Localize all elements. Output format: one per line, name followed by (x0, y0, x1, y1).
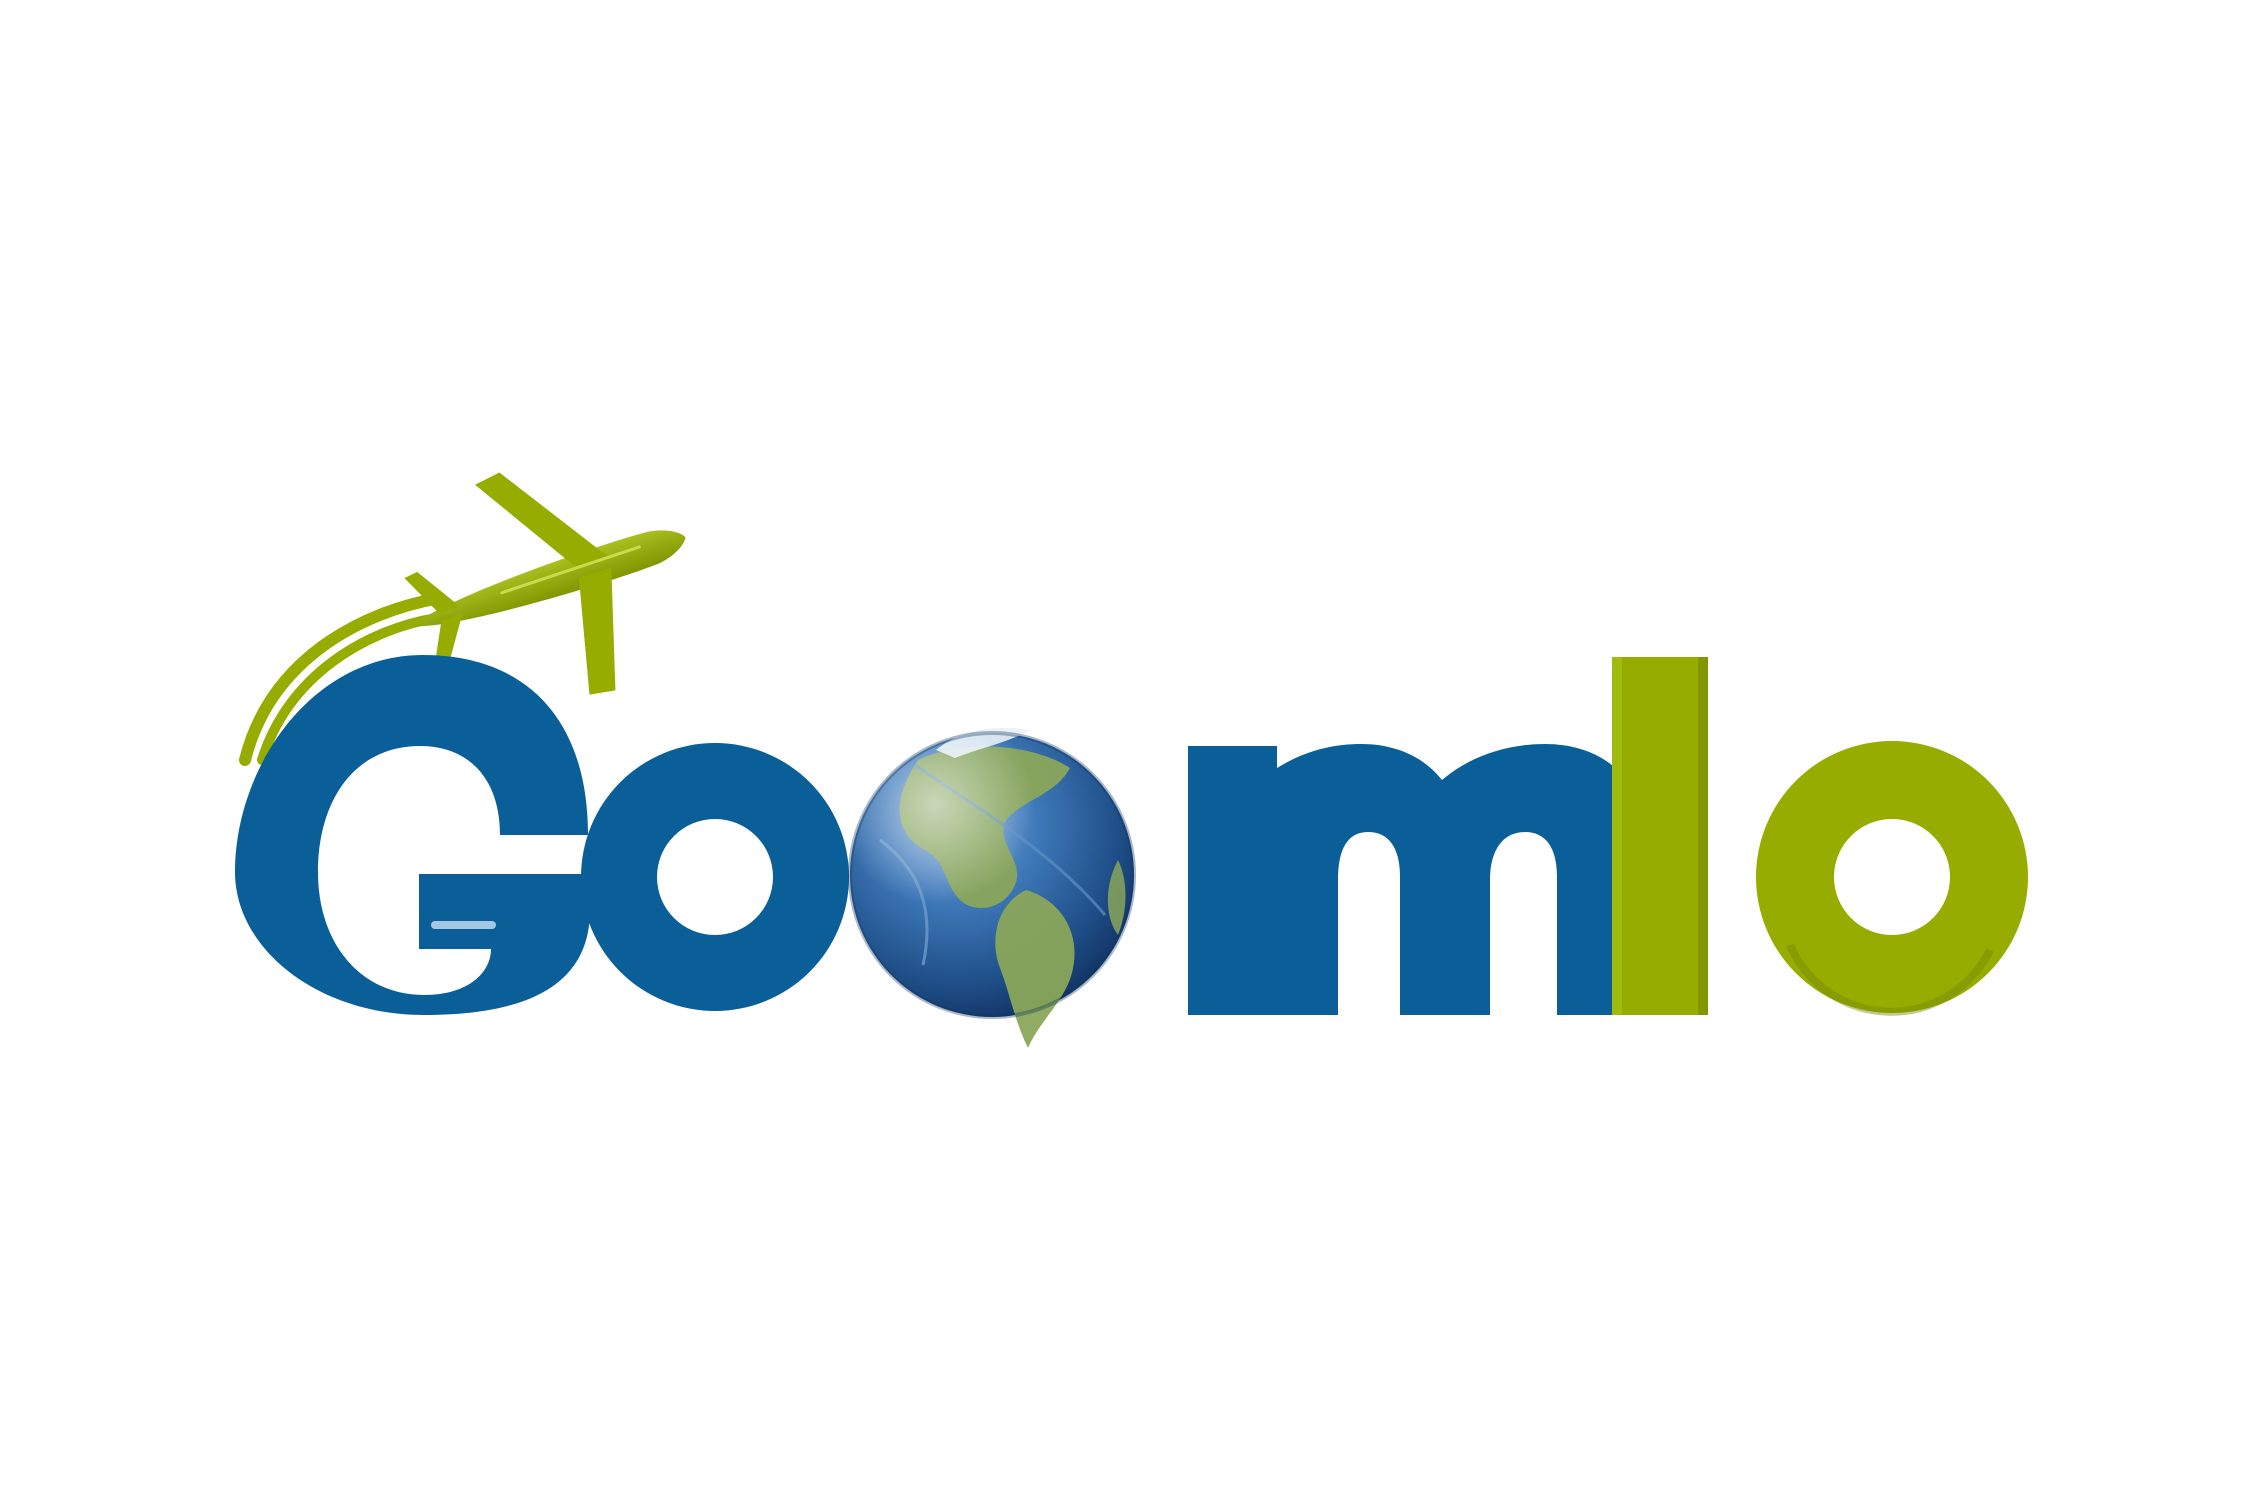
letter-m (1188, 744, 1650, 1015)
letter-g (235, 655, 590, 1015)
letter-o-1 (581, 743, 849, 1011)
airplane-trail (239, 592, 446, 766)
globe-icon (848, 727, 1136, 1048)
letter-l (1612, 657, 1708, 1015)
airplane-icon (404, 472, 686, 695)
letter-o-2 (1756, 741, 2028, 1016)
